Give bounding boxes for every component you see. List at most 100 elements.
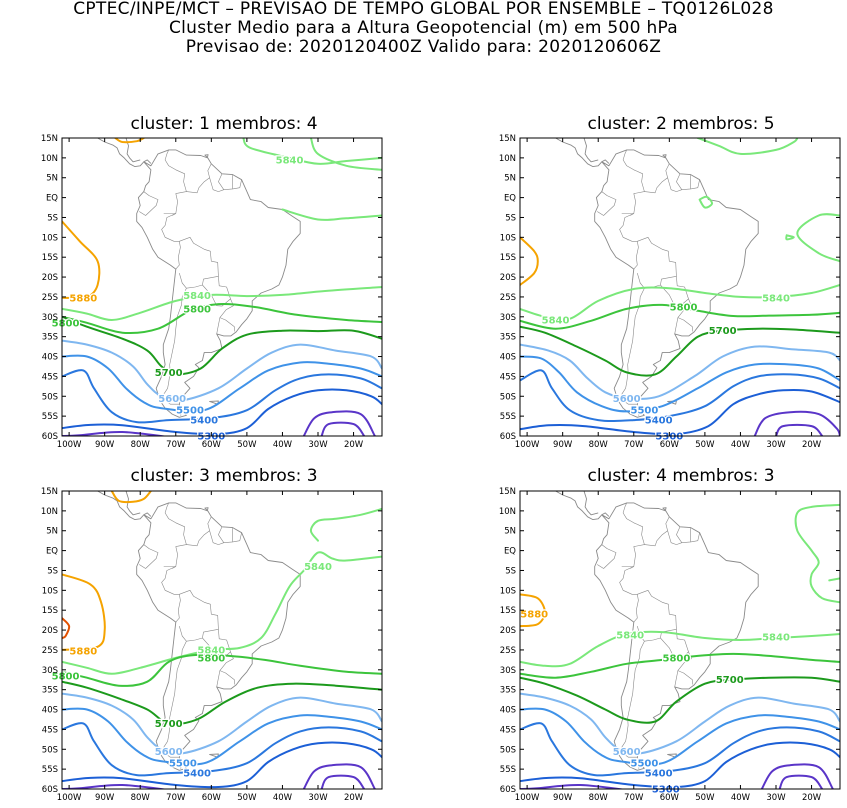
lat-label: EQ bbox=[504, 194, 516, 204]
lon-label: 90W bbox=[553, 793, 573, 803]
lat-label: 30S bbox=[500, 666, 516, 676]
contour-layer bbox=[62, 491, 382, 791]
country-border bbox=[668, 175, 691, 192]
lon-label: 80W bbox=[131, 440, 151, 450]
contour-line bbox=[520, 709, 840, 765]
lat-label: 10N bbox=[499, 507, 516, 517]
contour-label: 5840 bbox=[183, 291, 211, 302]
contour-label: 5400 bbox=[645, 416, 673, 427]
lat-label: 30S bbox=[42, 313, 58, 323]
contour-line bbox=[62, 317, 382, 375]
lat-label: 10S bbox=[42, 233, 58, 243]
contour-line bbox=[62, 221, 99, 298]
contour-line bbox=[698, 138, 798, 154]
lat-label: 55S bbox=[42, 412, 58, 422]
contour-label: 5600 bbox=[155, 747, 183, 758]
lat-label: EQ bbox=[504, 547, 516, 557]
lat-label: EQ bbox=[46, 547, 58, 557]
country-border bbox=[691, 180, 700, 189]
lon-label: 70W bbox=[166, 440, 186, 450]
contour-line bbox=[797, 214, 840, 261]
lat-label: 5S bbox=[47, 566, 58, 576]
country-border bbox=[691, 533, 700, 542]
contour-label: 5840 bbox=[276, 155, 304, 166]
lon-label: 50W bbox=[237, 440, 257, 450]
contour-label: 5880 bbox=[69, 294, 97, 305]
lat-label: 55S bbox=[500, 765, 516, 775]
contour-line bbox=[322, 423, 365, 436]
lon-label: 80W bbox=[589, 793, 609, 803]
country-border bbox=[637, 237, 676, 288]
country-border bbox=[218, 527, 223, 543]
coastline-layer bbox=[534, 472, 758, 770]
contour-line bbox=[62, 356, 382, 412]
contour-line bbox=[311, 509, 382, 541]
country-border bbox=[676, 174, 681, 190]
lat-label: 20S bbox=[500, 273, 516, 283]
coastline-layer bbox=[76, 472, 300, 770]
contour-line bbox=[520, 785, 634, 791]
coastline bbox=[568, 487, 586, 491]
lon-label: 30W bbox=[766, 793, 786, 803]
lat-label: 35S bbox=[500, 686, 516, 696]
contour-line bbox=[520, 677, 840, 722]
lon-label: 40W bbox=[731, 440, 751, 450]
panel-title: cluster: 4 membros: 3 bbox=[522, 466, 840, 486]
lon-label: 70W bbox=[624, 440, 644, 450]
lat-label: 15S bbox=[500, 606, 516, 616]
lon-label: 60W bbox=[202, 793, 222, 803]
lat-label: 40S bbox=[500, 706, 516, 716]
lon-label: 90W bbox=[95, 793, 115, 803]
map-frame bbox=[62, 138, 382, 436]
contour-label: 5400 bbox=[645, 769, 673, 780]
contour-line bbox=[304, 764, 375, 789]
coastline bbox=[110, 487, 128, 491]
lat-label: 50S bbox=[42, 392, 58, 402]
lon-label: 20W bbox=[802, 793, 822, 803]
lat-label: 5N bbox=[46, 174, 58, 184]
lat-label: 35S bbox=[42, 686, 58, 696]
lat-label: 5N bbox=[46, 527, 58, 537]
map-svg: 5840584058005700560055005400530015N10N5N… bbox=[425, 108, 845, 453]
country-border bbox=[675, 318, 678, 334]
lat-label: 25S bbox=[500, 293, 516, 303]
lat-label: 45S bbox=[42, 372, 58, 382]
country-border bbox=[644, 164, 669, 193]
country-border bbox=[675, 671, 678, 687]
lat-label: 55S bbox=[42, 765, 58, 775]
lon-label: 30W bbox=[308, 793, 328, 803]
lat-label: 60S bbox=[42, 432, 58, 442]
lon-label: 90W bbox=[553, 440, 573, 450]
lon-label: 100W bbox=[57, 440, 82, 450]
lat-label: 15S bbox=[42, 253, 58, 263]
country-border bbox=[210, 528, 233, 545]
contour-line bbox=[115, 138, 144, 142]
header-line-3: Previsao de: 2020120400Z Valido para: 20… bbox=[0, 38, 847, 57]
contour-label: 5840 bbox=[616, 630, 644, 641]
lat-label: 50S bbox=[42, 745, 58, 755]
contour-line bbox=[762, 764, 833, 789]
contour-label: 5880 bbox=[69, 647, 97, 658]
south-america-outline bbox=[137, 503, 301, 770]
lat-label: 10S bbox=[500, 233, 516, 243]
country-border bbox=[186, 517, 211, 546]
panel-title: cluster: 3 membros: 3 bbox=[65, 466, 383, 486]
lon-label: 30W bbox=[308, 440, 328, 450]
country-border bbox=[676, 527, 681, 543]
contour-line bbox=[62, 574, 105, 650]
country-border bbox=[597, 192, 616, 216]
lat-label: 20S bbox=[42, 273, 58, 283]
lat-label: 50S bbox=[500, 392, 516, 402]
lat-label: 55S bbox=[500, 412, 516, 422]
country-border bbox=[233, 180, 242, 189]
coastline bbox=[584, 491, 598, 515]
lon-label: 100W bbox=[515, 440, 540, 450]
contour-line bbox=[520, 237, 538, 285]
country-border bbox=[218, 174, 223, 190]
contour-line bbox=[62, 723, 382, 775]
header-line-1: CPTEC/INPE/MCT – PREVISAO DE TEMPO GLOBA… bbox=[0, 0, 847, 19]
lat-label: 20S bbox=[42, 626, 58, 636]
lon-label: 70W bbox=[624, 793, 644, 803]
lat-label: 10N bbox=[41, 154, 58, 164]
